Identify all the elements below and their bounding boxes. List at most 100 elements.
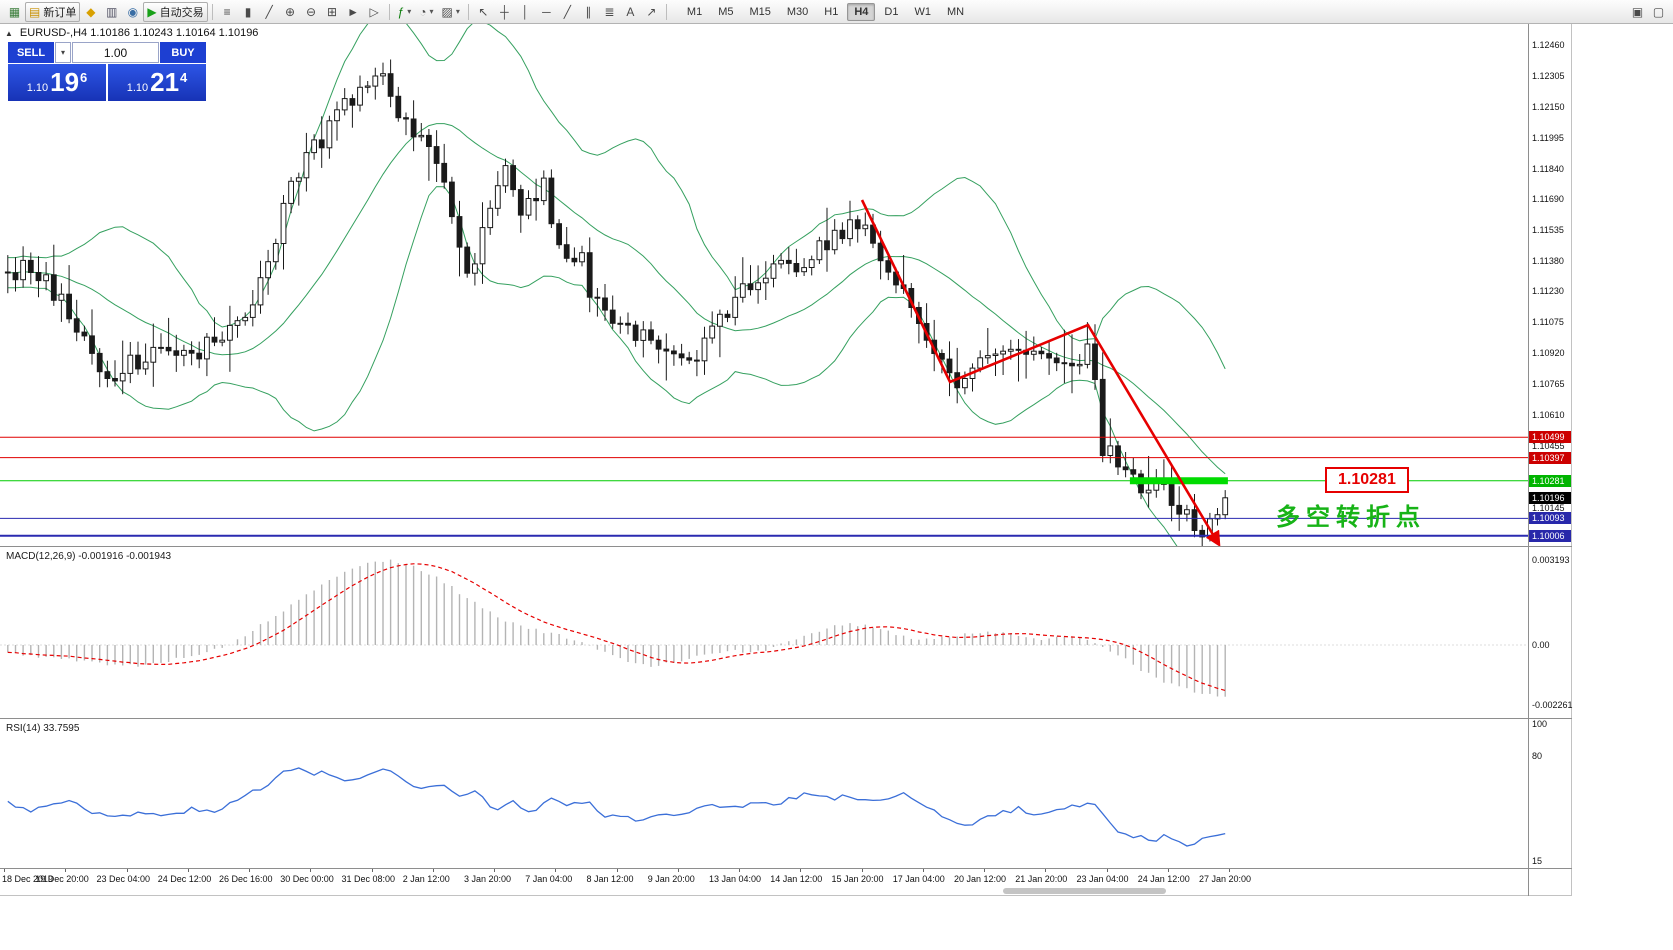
new-order-icon: ▤ <box>29 4 41 19</box>
time-tick <box>861 869 863 872</box>
data-window-button[interactable]: ▥ <box>101 2 122 22</box>
sell-price-figure: 1.10 <box>26 82 49 94</box>
timeframe-mn-button[interactable]: MN <box>946 5 965 18</box>
new-chart-button[interactable]: ▦ <box>4 2 25 22</box>
time-label: 20 Jan 12:00 <box>954 874 1007 884</box>
sell-price-button[interactable]: 1.10 19 6 <box>8 64 106 101</box>
timeframe-h4-button[interactable]: H4 <box>847 2 876 21</box>
new-order-label: 新订单 <box>43 6 77 19</box>
dropdown-arrow-icon: ▾ <box>429 7 434 16</box>
autotrading-label: 自动交易 <box>159 6 204 19</box>
time-tick <box>310 869 312 872</box>
rsi-line <box>7 767 1226 847</box>
price-tag-1.10006: 1.10006 <box>1529 529 1571 542</box>
crosshair-button[interactable]: ┼ <box>494 2 515 22</box>
autotrading-button[interactable]: ▶ 自动交易 <box>143 1 208 22</box>
time-axis-separator <box>0 868 1572 869</box>
price-callout[interactable]: 1.10281 <box>1325 466 1409 493</box>
time-tick <box>432 869 434 872</box>
toolbar-separator <box>388 3 390 20</box>
bar-chart-button[interactable]: ≡ <box>217 2 238 22</box>
trendline-drawing[interactable] <box>860 199 1221 546</box>
chart-canvas[interactable] <box>0 24 1528 546</box>
horizontal-scrollbar[interactable] <box>1003 888 1166 894</box>
time-label: 26 Dec 16:00 <box>219 874 273 884</box>
line-chart-button[interactable]: ╱ <box>259 2 280 22</box>
fibonacci-tool-icon: ≣ <box>604 4 615 19</box>
strategy-navigator-button[interactable]: ◉ <box>122 2 143 22</box>
time-tick <box>922 869 924 872</box>
price-scale-label: 1.10610 <box>1532 410 1565 420</box>
new-order-button[interactable]: ▤ 新订单 <box>25 1 81 22</box>
time-label: 19 Dec 20:00 <box>35 874 89 884</box>
trade-panel-row1: SELL ▾ 1.00 BUY <box>8 42 206 63</box>
templates-button[interactable]: ▨ ▾ <box>438 2 464 22</box>
price-scale-label: 1.11075 <box>1532 317 1564 327</box>
auto-scroll-button[interactable]: ► <box>343 2 364 22</box>
horizontal-line-icon: ─ <box>542 4 551 19</box>
timeframe-h1-button[interactable]: H1 <box>824 5 839 18</box>
sell-price-point: 6 <box>80 70 88 85</box>
time-tick <box>1229 869 1230 872</box>
chart-header: ▲ EURUSD-,H4 1.10186 1.10243 1.10164 1.1… <box>5 27 258 39</box>
macd-scale-label: 0.003193 <box>1532 555 1570 565</box>
volume-field[interactable]: 1.00 <box>72 42 159 63</box>
timeframe-m5-button[interactable]: M5 <box>718 5 734 18</box>
horizontal-line-button[interactable]: ─ <box>536 2 557 22</box>
price-scale-label: 1.11690 <box>1532 194 1564 204</box>
zoom-out-icon: ⊖ <box>306 4 317 19</box>
time-tick <box>4 869 5 872</box>
macd-scale-label: 0.00 <box>1532 640 1550 650</box>
periods-button[interactable]: ◔ ▾ <box>415 2 437 22</box>
zoom-in-button[interactable]: ⊕ <box>280 2 301 22</box>
rsi-scale-label: 100 <box>1532 719 1548 729</box>
candlestick-chart-button[interactable]: ▮ <box>238 2 259 22</box>
time-label: 15 Jan 20:00 <box>831 874 884 884</box>
sell-button[interactable]: SELL <box>8 42 54 63</box>
indicators-icon: ƒ <box>397 4 405 19</box>
time-label: 23 Dec 04:00 <box>96 874 151 884</box>
window-bottom-border <box>0 895 1572 896</box>
time-label: 18 Dec 2019 <box>2 874 54 884</box>
timeframe-w1-button[interactable]: W1 <box>914 5 931 18</box>
trendline-tool-button[interactable]: ╱ <box>557 2 578 22</box>
new-window-button[interactable]: ▣ <box>1627 2 1648 22</box>
buy-price-button[interactable]: 1.10 21 4 <box>108 64 206 101</box>
window-arrange-icon: ▢ <box>1652 4 1665 19</box>
arrows-tool-icon: ↗ <box>646 4 657 19</box>
window-arrange-button[interactable]: ▢ <box>1648 2 1669 22</box>
bb-middle-band <box>7 123 1226 475</box>
one-click-toggle-icon[interactable]: ▲ <box>5 28 13 38</box>
zoom-out-button[interactable]: ⊖ <box>301 2 322 22</box>
price-tag-1.10499: 1.10499 <box>1529 431 1571 444</box>
cursor-button[interactable]: ↖ <box>473 2 494 22</box>
rsi-canvas[interactable] <box>0 718 1528 868</box>
buy-button[interactable]: BUY <box>160 42 206 63</box>
toolbar-right: ▣ ▢ <box>1627 2 1669 22</box>
mql-community-button[interactable]: ◆ <box>80 2 101 22</box>
price-scale-label: 1.12150 <box>1532 102 1565 112</box>
fibonacci-tool-button[interactable]: ≣ <box>599 2 620 22</box>
rsi-scale-label: 80 <box>1532 751 1543 762</box>
timeframe-m1-button[interactable]: M1 <box>686 5 703 18</box>
macd-canvas[interactable] <box>0 546 1528 718</box>
chart-shift-button[interactable]: ▷ <box>364 2 385 22</box>
bb-lower-band <box>7 186 1178 546</box>
trendline-tool-icon: ╱ <box>563 4 572 19</box>
rsi-panel-separator[interactable] <box>0 718 1572 719</box>
arrows-tool-button[interactable]: ↗ <box>641 2 662 22</box>
volume-dropdown-icon[interactable]: ▾ <box>55 42 71 63</box>
timeframe-d1-button[interactable]: D1 <box>884 5 899 18</box>
time-label: 8 Jan 12:00 <box>586 874 634 884</box>
text-tool-button[interactable]: A <box>620 2 641 22</box>
indicators-button[interactable]: ƒ ▾ <box>394 2 416 22</box>
vertical-line-button[interactable]: │ <box>515 2 536 22</box>
timeframe-m30-button[interactable]: M30 <box>786 5 809 18</box>
channel-tool-button[interactable]: ∥ <box>578 2 599 22</box>
time-tick <box>371 869 373 872</box>
timeframe-m15-button[interactable]: M15 <box>749 5 771 18</box>
macd-panel-separator[interactable] <box>0 546 1572 547</box>
price-scale-label: 1.10145 <box>1532 503 1565 513</box>
tile-windows-button[interactable]: ⊞ <box>322 2 343 22</box>
